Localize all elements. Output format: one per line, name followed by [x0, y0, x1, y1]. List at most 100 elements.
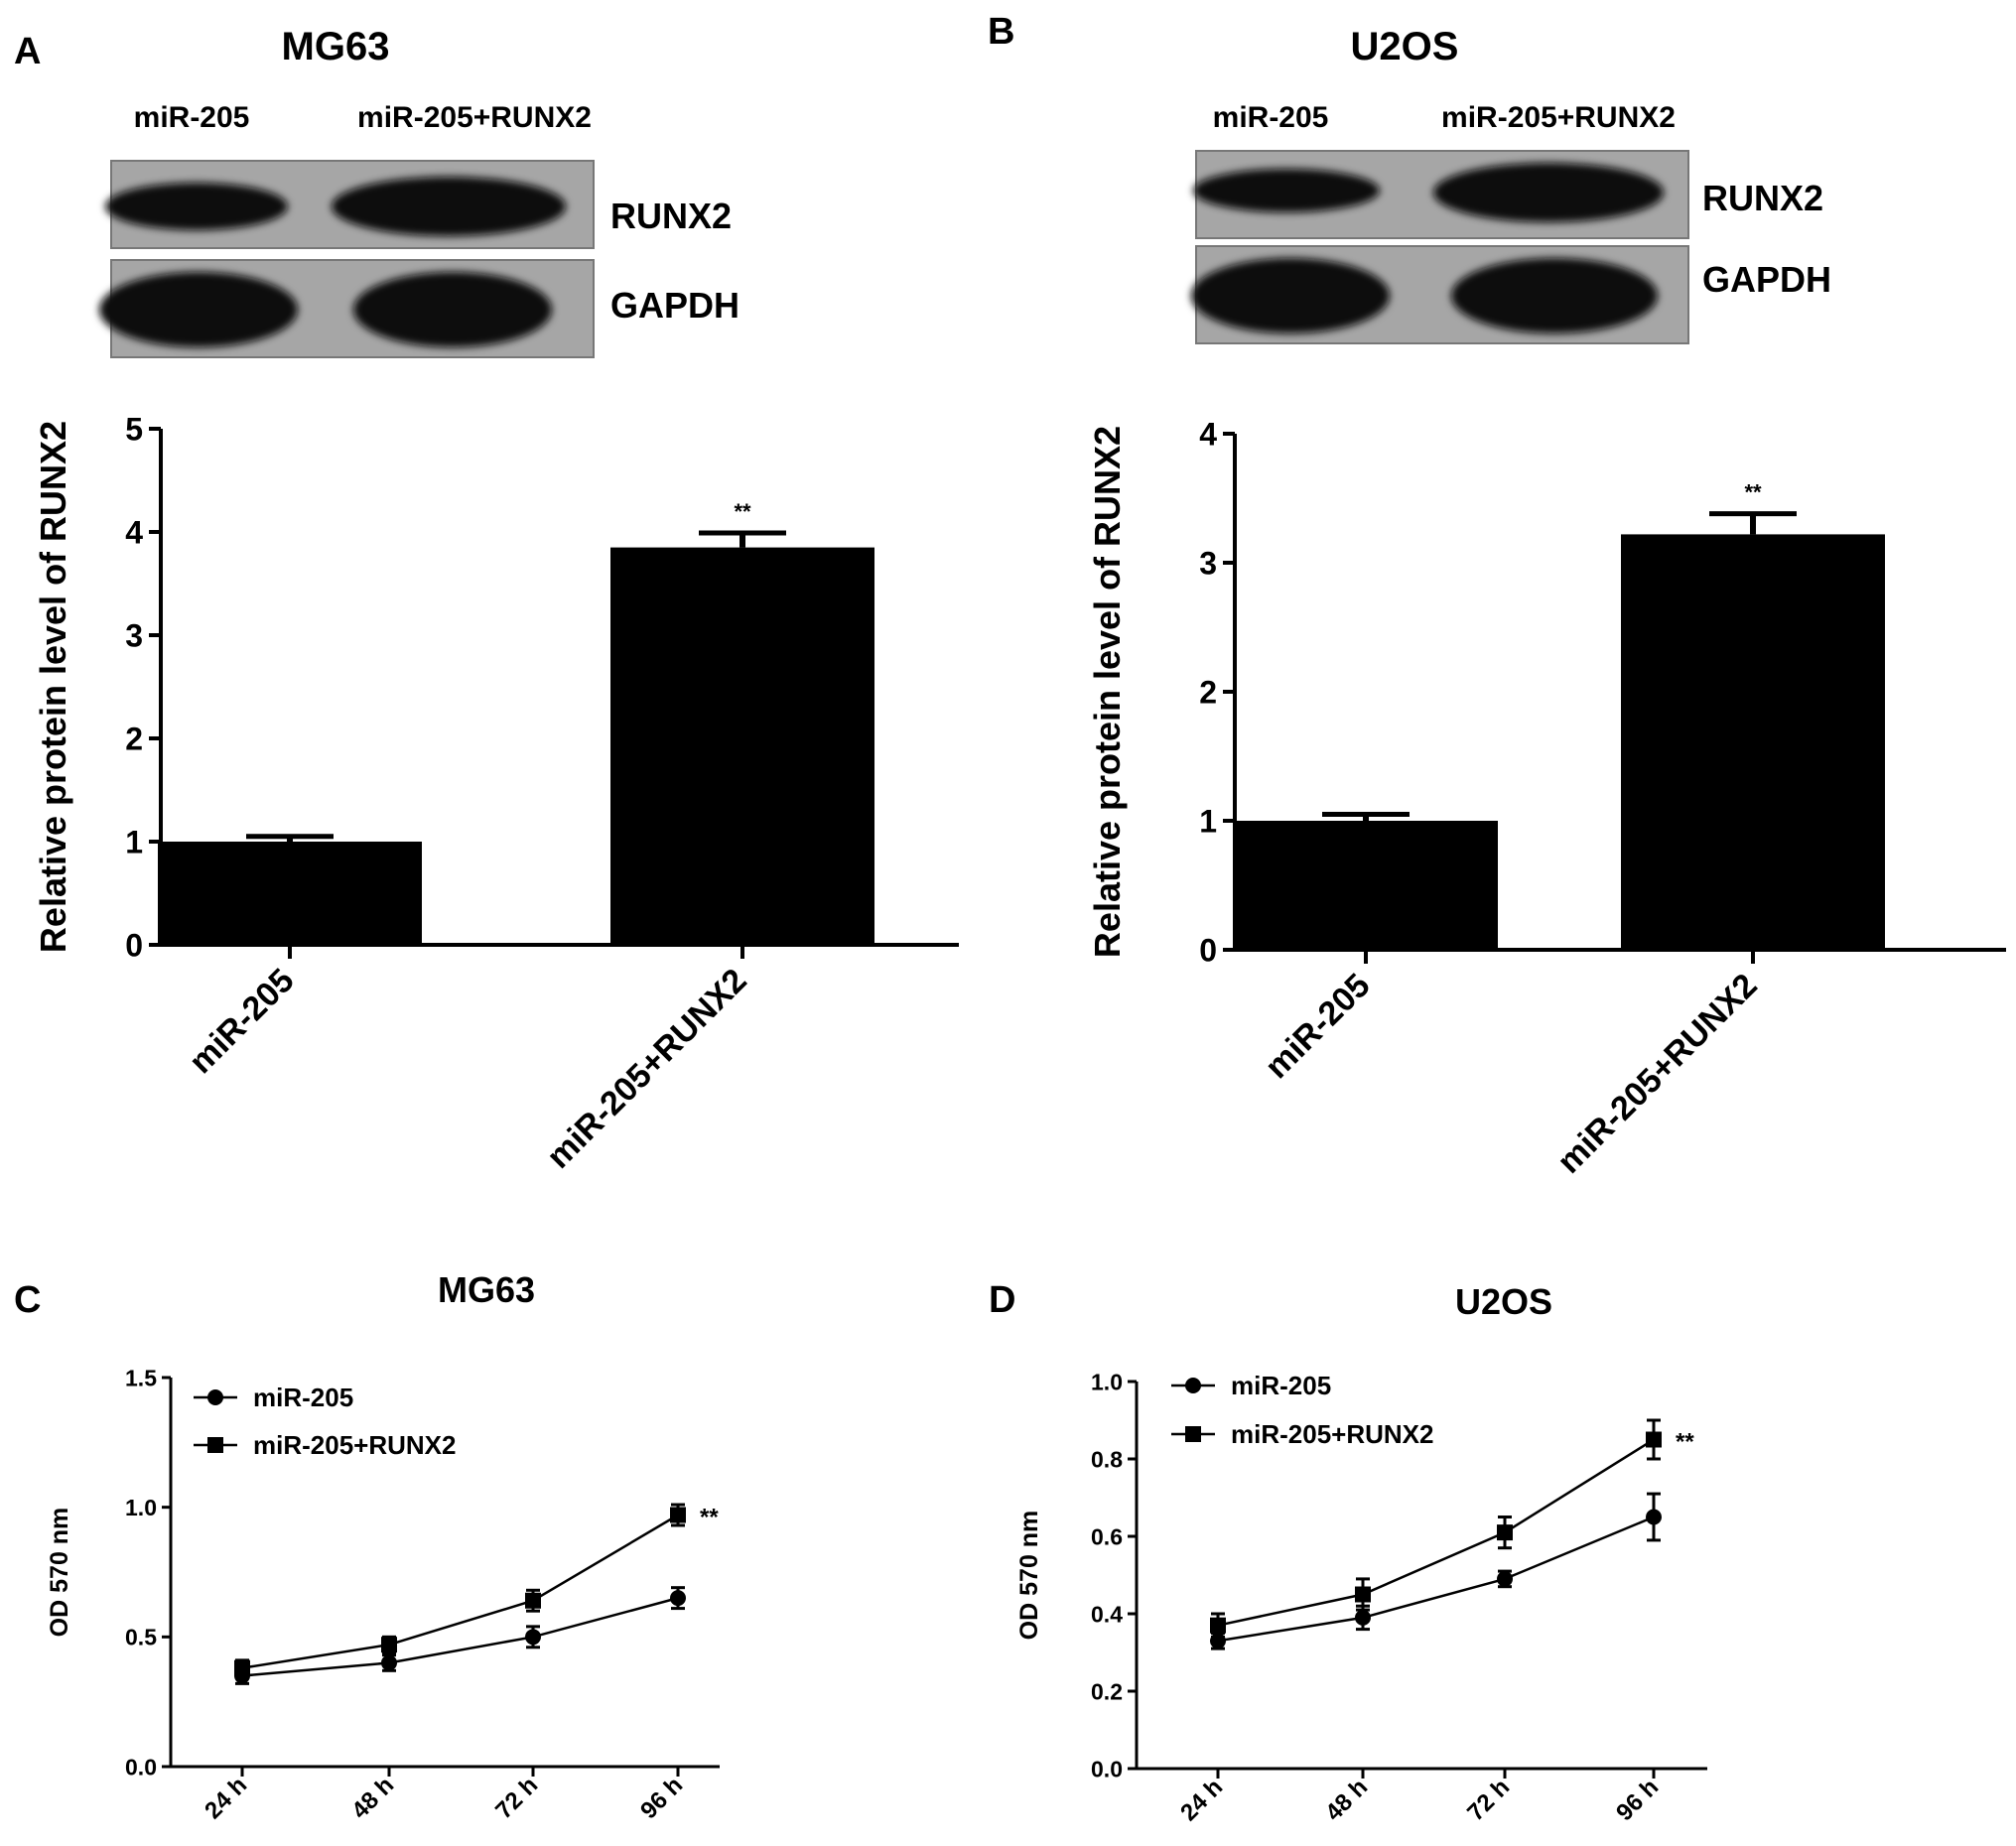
chart-b-y-tick-label-4: 4	[1199, 417, 1217, 453]
chart-c-series-0-point-3	[670, 1590, 686, 1607]
panel-b-blot-runx2	[1193, 150, 1689, 239]
chart-d-y-tick-label-5: 1.0	[1091, 1369, 1123, 1394]
panel-b-letter: B	[988, 11, 1014, 53]
chart-c-x-tick-label-2: 72 h	[490, 1772, 543, 1824]
chart-b-y-tick-label-0: 0	[1199, 933, 1217, 969]
panel-a-title: MG63	[282, 25, 390, 68]
chart-d-legend-marker-0	[1185, 1378, 1201, 1393]
chart-c-series-1-point-1	[381, 1637, 397, 1653]
chart-b-y-tick-label-3: 3	[1199, 546, 1217, 582]
chart-b-y-tick-label-2: 2	[1199, 675, 1217, 711]
chart-a-y-tick-label-0: 0	[125, 928, 143, 964]
chart-a-y-axis-label: Relative protein level of RUNX2	[33, 421, 73, 953]
panel-d-letter: D	[989, 1279, 1015, 1321]
chart-d-y-tick-label-4: 0.8	[1091, 1446, 1123, 1472]
chart-b-bar-1	[1621, 534, 1885, 950]
panel-a-blot-runx2	[105, 160, 595, 249]
chart-b-bar-0	[1234, 821, 1498, 950]
chart-a-x-tick-label-0: miR-205	[182, 962, 301, 1081]
chart-a: 0 1 2 3 4 5 Relative protein level of RUNX2 miR…	[33, 412, 959, 1176]
chart-d: 0.0 0.2 0.4 0.6 0.8 1.0 OD 570 nm 24 h 48 h 72 h 9…	[1015, 1369, 1707, 1826]
chart-d-series-1-point-1	[1355, 1586, 1371, 1603]
chart-c-y-tick-label-2: 1.0	[125, 1495, 157, 1520]
panel-a-row-label-runx2: RUNX2	[610, 196, 732, 236]
panel-b-lane-label-2: miR-205+RUNX2	[1441, 101, 1676, 134]
chart-d-y-tick-label-1: 0.2	[1091, 1678, 1123, 1704]
chart-d-series-1-point-0	[1210, 1617, 1226, 1634]
chart-a-y-tick-label-3: 3	[125, 618, 143, 654]
chart-d-significance: **	[1676, 1429, 1694, 1456]
panel-d-title: U2OS	[1455, 1281, 1552, 1322]
panel-c: C MG63	[14, 1269, 535, 1321]
chart-c-series-0-point-1	[381, 1654, 397, 1671]
chart-d-series-0-point-2	[1497, 1570, 1513, 1587]
chart-d-series-0-point-3	[1646, 1509, 1662, 1525]
chart-c-series-1-point-3	[670, 1507, 686, 1523]
chart-d-x-tick-label-3: 96 h	[1611, 1774, 1664, 1826]
chart-c-legend-marker-1	[207, 1437, 223, 1453]
chart-b-y-tick-label-1: 1	[1199, 804, 1217, 840]
chart-a-bar-0	[158, 842, 422, 945]
chart-a-significance-1: **	[734, 499, 751, 524]
panel-a-row-label-gapdh: GAPDH	[610, 285, 739, 326]
panel-b-lane-label-1: miR-205	[1213, 101, 1329, 134]
chart-a-y-tick-label-2: 2	[125, 722, 143, 757]
chart-a-bar-1	[610, 547, 874, 945]
chart-c-series-0-line	[241, 1596, 679, 1677]
chart-c-x-tick-label-3: 96 h	[635, 1772, 688, 1824]
panel-b-blot-gapdh	[1191, 245, 1689, 344]
chart-b-y-axis-label: Relative protein level of RUNX2	[1087, 426, 1128, 958]
chart-d-y-tick-label-2: 0.4	[1091, 1601, 1123, 1627]
chart-d-series-1-line	[1217, 1438, 1655, 1627]
panel-b-title: U2OS	[1351, 25, 1459, 68]
chart-d-series-1-point-2	[1497, 1524, 1513, 1541]
panel-b-row-label-gapdh: GAPDH	[1702, 259, 1831, 300]
panel-d: D U2OS	[989, 1279, 1552, 1322]
chart-c-y-axis-label: OD 570 nm	[46, 1508, 73, 1638]
chart-c-legend-marker-0	[207, 1389, 223, 1405]
panel-c-letter: C	[14, 1279, 41, 1321]
chart-a-y-tick-label-5: 5	[125, 412, 143, 448]
panel-b: B U2OS miR-205 miR-205+RUNX2 RUNX2 GAPDH	[988, 11, 1831, 344]
chart-c-series-1-line	[241, 1514, 679, 1669]
chart-d-x-tick-label-1: 48 h	[1320, 1774, 1373, 1826]
chart-d-y-axis-label: OD 570 nm	[1015, 1511, 1043, 1641]
chart-d-x-tick-label-2: 72 h	[1462, 1774, 1515, 1826]
chart-c-series-1-point-2	[525, 1592, 541, 1609]
chart-c-y-tick-label-0: 0.0	[125, 1754, 157, 1780]
chart-a-y-tick-label-1: 1	[125, 825, 143, 860]
panel-b-row-label-runx2: RUNX2	[1702, 178, 1823, 218]
panel-c-title: MG63	[438, 1269, 535, 1310]
chart-c-y-tick-label-1: 0.5	[125, 1625, 157, 1650]
chart-b-significance-1: **	[1744, 480, 1762, 505]
chart-d-series-0-line	[1217, 1516, 1655, 1643]
chart-c-x-tick-label-0: 24 h	[200, 1772, 252, 1824]
chart-c-significance: **	[700, 1505, 719, 1531]
chart-d-series-0-point-1	[1355, 1609, 1371, 1626]
chart-b: 0 1 2 3 4 Relative protein level of RUNX2 miR-…	[1087, 417, 2006, 1181]
chart-b-x-tick-label-1: miR-205+RUNX2	[1550, 967, 1765, 1181]
panel-a: A MG63 miR-205 miR-205+RUNX2 RUNX2 GAPDH	[14, 25, 739, 358]
panel-a-blot-gapdh	[99, 259, 595, 358]
chart-a-y-tick-label-4: 4	[125, 515, 143, 551]
chart-c-x-tick-label-1: 48 h	[346, 1772, 399, 1824]
panel-a-lane-label-2: miR-205+RUNX2	[357, 101, 592, 134]
chart-d-y-tick-label-0: 0.0	[1091, 1756, 1123, 1781]
chart-c-series-0-point-2	[525, 1629, 541, 1646]
chart-b-x-tick-label-0: miR-205	[1258, 967, 1377, 1086]
chart-d-y-tick-label-3: 0.6	[1091, 1523, 1123, 1549]
chart-d-legend-label-1: miR-205+RUNX2	[1231, 1419, 1433, 1449]
chart-d-series-1-point-3	[1646, 1431, 1662, 1448]
chart-a-x-tick-label-1: miR-205+RUNX2	[540, 962, 754, 1176]
chart-c-y-tick-label-3: 1.5	[125, 1365, 157, 1390]
panel-a-lane-label-1: miR-205	[134, 101, 250, 134]
chart-c-series-1-point-0	[234, 1659, 250, 1676]
chart-d-legend-marker-1	[1185, 1426, 1201, 1442]
chart-d-legend-label-0: miR-205	[1231, 1371, 1331, 1400]
chart-c-legend-label-0: miR-205	[253, 1383, 353, 1412]
panel-a-letter: A	[14, 31, 41, 72]
chart-d-x-tick-label-0: 24 h	[1175, 1774, 1228, 1826]
chart-c-legend-label-1: miR-205+RUNX2	[253, 1430, 456, 1460]
chart-c: 0.0 0.5 1.0 1.5 OD 570 nm 24 h 48 h 72 h 96 h ** m…	[46, 1365, 720, 1824]
